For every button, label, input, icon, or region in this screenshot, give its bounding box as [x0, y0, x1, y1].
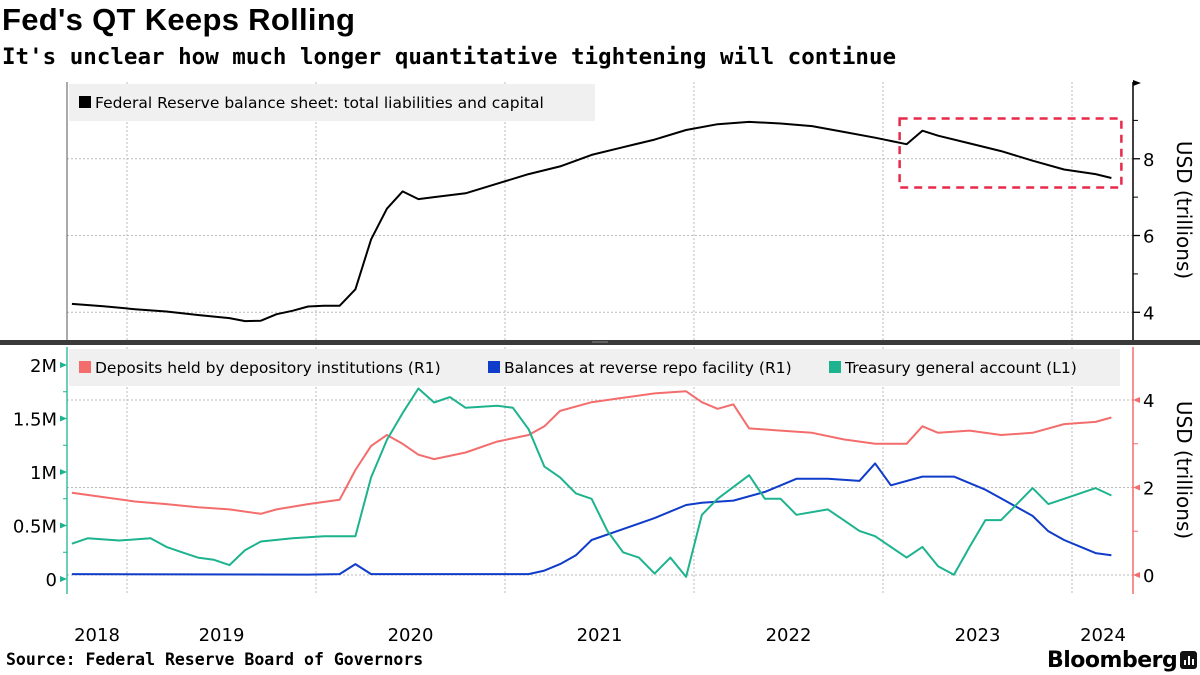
legend-label-total: Federal Reserve balance sheet: total lia…: [95, 94, 544, 112]
x-tick-label: 2024: [1080, 625, 1126, 646]
left-y-tick: [60, 362, 67, 368]
bloomberg-logo: Bloomberg: [1047, 648, 1178, 673]
chart-title: Fed's QT Keeps Rolling: [2, 2, 356, 37]
right-y-tick: [1133, 397, 1140, 403]
left-y-tick: [60, 469, 67, 475]
series-line-tga: [71, 387, 1112, 578]
top-y-tick-label: 4: [1143, 303, 1154, 324]
series-line-reverse-repo: [71, 462, 1112, 576]
legend-label-3: Treasury general account (L1): [844, 359, 1077, 377]
top-axis-arrow-icon: [1133, 80, 1141, 86]
series-line-reserves: [71, 390, 1112, 515]
x-tick-label: 2018: [74, 625, 120, 646]
series-line-total-liabilities: [71, 120, 1112, 323]
legend-label-2: Balances at reverse repo facility (R1): [504, 359, 792, 377]
left-y-tick-label: 2M: [30, 356, 57, 377]
bottom-legend-box: [69, 349, 1120, 386]
x-tick-label: 2023: [955, 625, 1001, 646]
legend-swatch-3: [829, 361, 841, 373]
right-y-tick: [1133, 572, 1140, 578]
right-y-tick: [1133, 484, 1140, 491]
bottom-y-axis-label: USD (trillions): [1172, 401, 1196, 539]
top-y-axis-label: USD (trillions): [1172, 141, 1196, 279]
right-y-tick-label: 0: [1143, 566, 1154, 587]
left-y-tick: [60, 522, 67, 529]
left-y-tick-label: 1M: [30, 463, 57, 484]
chart-subtitle: It's unclear how much longer quantitativ…: [2, 44, 897, 70]
bloomberg-chart-icon: [1180, 651, 1197, 669]
legend-swatch-1: [79, 361, 91, 373]
left-y-tick-label: 0: [46, 570, 57, 591]
left-y-tick-label: 0.5M: [13, 517, 57, 538]
top-legend-box: [69, 84, 595, 121]
x-tick-label: 2022: [766, 625, 812, 646]
x-tick-label: 2020: [388, 625, 434, 646]
right-y-tick-label: 2: [1143, 479, 1154, 500]
top-y-tick-label: 6: [1143, 227, 1154, 248]
left-y-tick: [60, 576, 67, 582]
source-note: Source: Federal Reserve Board of Governo…: [6, 650, 424, 669]
left-y-tick-label: 1.5M: [13, 410, 57, 431]
legend-swatch-total: [79, 96, 91, 108]
legend-swatch-2: [488, 361, 500, 373]
right-y-tick-label: 4: [1143, 391, 1154, 412]
top-y-tick-label: 8: [1143, 150, 1154, 171]
x-tick-label: 2021: [577, 625, 623, 646]
x-tick-label: 2019: [199, 625, 245, 646]
left-y-tick: [60, 415, 67, 422]
legend-label-1: Deposits held by depository institutions…: [95, 359, 441, 377]
highlight-box-qt-period: [898, 117, 1123, 189]
